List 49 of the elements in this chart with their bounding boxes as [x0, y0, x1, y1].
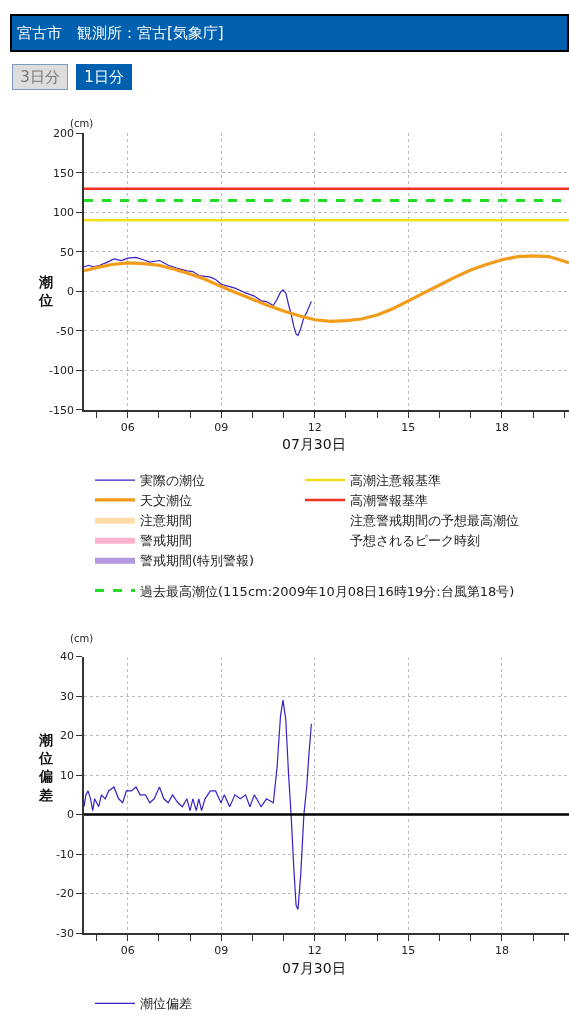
- text: (cm): [70, 118, 94, 129]
- legend-label: 警戒期間(特別警報): [140, 552, 255, 568]
- legend-label: 高潮警報基準: [350, 493, 428, 509]
- y-tick-label: 0: [67, 808, 75, 822]
- y-axis-title: 潮位: [38, 274, 53, 309]
- y-tick-label: 20: [60, 729, 75, 743]
- x-tick-label: 09: [214, 420, 229, 434]
- y-tick-label: -100: [49, 364, 75, 378]
- x-tick-label: 18: [494, 944, 509, 958]
- y-tick-label: -10: [56, 847, 75, 861]
- text: 1日分: [84, 68, 124, 86]
- text: 3日分: [20, 68, 60, 86]
- legend-label: 天文潮位: [140, 493, 192, 509]
- y-tick-label: -20: [56, 887, 75, 901]
- legend-label: 実際の潮位: [140, 473, 205, 489]
- y-tick-label: -50: [56, 324, 75, 338]
- y-tick-label: -150: [49, 403, 75, 417]
- text: (cm): [70, 633, 94, 644]
- y-tick-label: 200: [53, 127, 75, 141]
- y-tick-label: 30: [60, 689, 75, 703]
- y-tick-label: 10: [60, 768, 75, 782]
- legend-label: 高潮注意報基準: [350, 473, 441, 489]
- x-tick-label: 06: [120, 420, 135, 434]
- legend-label: 注意期間: [140, 512, 192, 528]
- y-tick-label: 50: [60, 245, 75, 259]
- text: 予想されるピーク時刻: [350, 532, 480, 548]
- y-tick-label: 0: [67, 285, 75, 299]
- legend-label: 過去最高潮位(115cm:2009年10月08日16時19分:台風第18号): [140, 583, 515, 599]
- chart-title: 宮古市 観測所：宮古[気象庁]: [17, 24, 224, 42]
- y-axis-title: 潮位偏差: [38, 732, 53, 803]
- line-series: [84, 699, 312, 910]
- x-tick-label: 09: [214, 944, 229, 958]
- legend-label: 潮位偏差: [140, 996, 192, 1012]
- y-tick-label: 100: [53, 206, 75, 220]
- x-tick-label: 12: [307, 944, 322, 958]
- legend-label: 警戒期間: [140, 532, 192, 548]
- x-tick-label: 12: [307, 420, 322, 434]
- x-axis-title: 07月30日: [282, 436, 346, 452]
- x-tick-label: 06: [120, 944, 135, 958]
- line-series: [84, 254, 569, 323]
- x-tick-label: 18: [494, 420, 509, 434]
- x-axis-title: 07月30日: [282, 960, 346, 976]
- text: 注意警戒期間の予想最高潮位: [350, 512, 519, 528]
- line-series: [84, 256, 312, 337]
- y-tick-label: 40: [60, 650, 75, 664]
- y-tick-label: 150: [53, 166, 75, 180]
- x-tick-label: 15: [401, 944, 416, 958]
- x-tick-label: 15: [401, 420, 416, 434]
- y-tick-label: -30: [56, 926, 75, 940]
